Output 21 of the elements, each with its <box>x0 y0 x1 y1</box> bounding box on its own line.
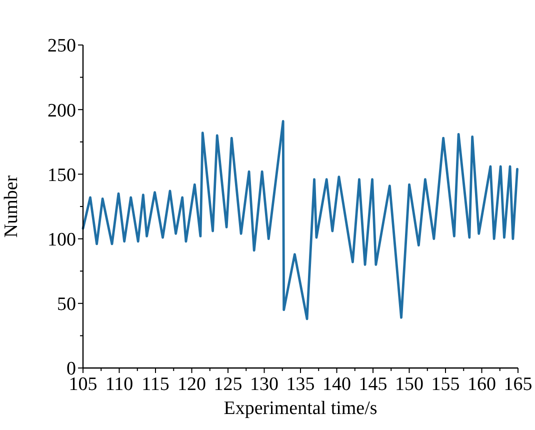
x-tick-label: 160 <box>468 374 496 395</box>
x-axis-title: Experimental time/s <box>224 398 378 419</box>
x-tick-label: 145 <box>358 374 388 395</box>
y-tick-label: 200 <box>48 100 76 122</box>
y-tick-label: 250 <box>48 36 76 57</box>
x-tick-label: 165 <box>504 374 532 395</box>
x-tick-label: 125 <box>214 374 242 395</box>
y-tick-label: 50 <box>57 294 76 316</box>
x-tick-label: 105 <box>68 374 98 395</box>
x-tick-label: 115 <box>142 374 170 395</box>
x-tick-label: 140 <box>322 374 351 395</box>
x-tick-label: 110 <box>105 374 134 395</box>
y-tick-label: 100 <box>48 229 76 250</box>
x-tick-label: 150 <box>395 374 424 395</box>
line-series <box>82 120 518 320</box>
x-tick-label: 155 <box>431 374 460 395</box>
y-axis-title: Number <box>1 174 22 238</box>
x-tick-label: 130 <box>250 374 278 395</box>
y-tick-label: 150 <box>48 164 76 186</box>
x-tick-label: 135 <box>286 374 315 395</box>
x-tick-label: 120 <box>178 374 206 395</box>
